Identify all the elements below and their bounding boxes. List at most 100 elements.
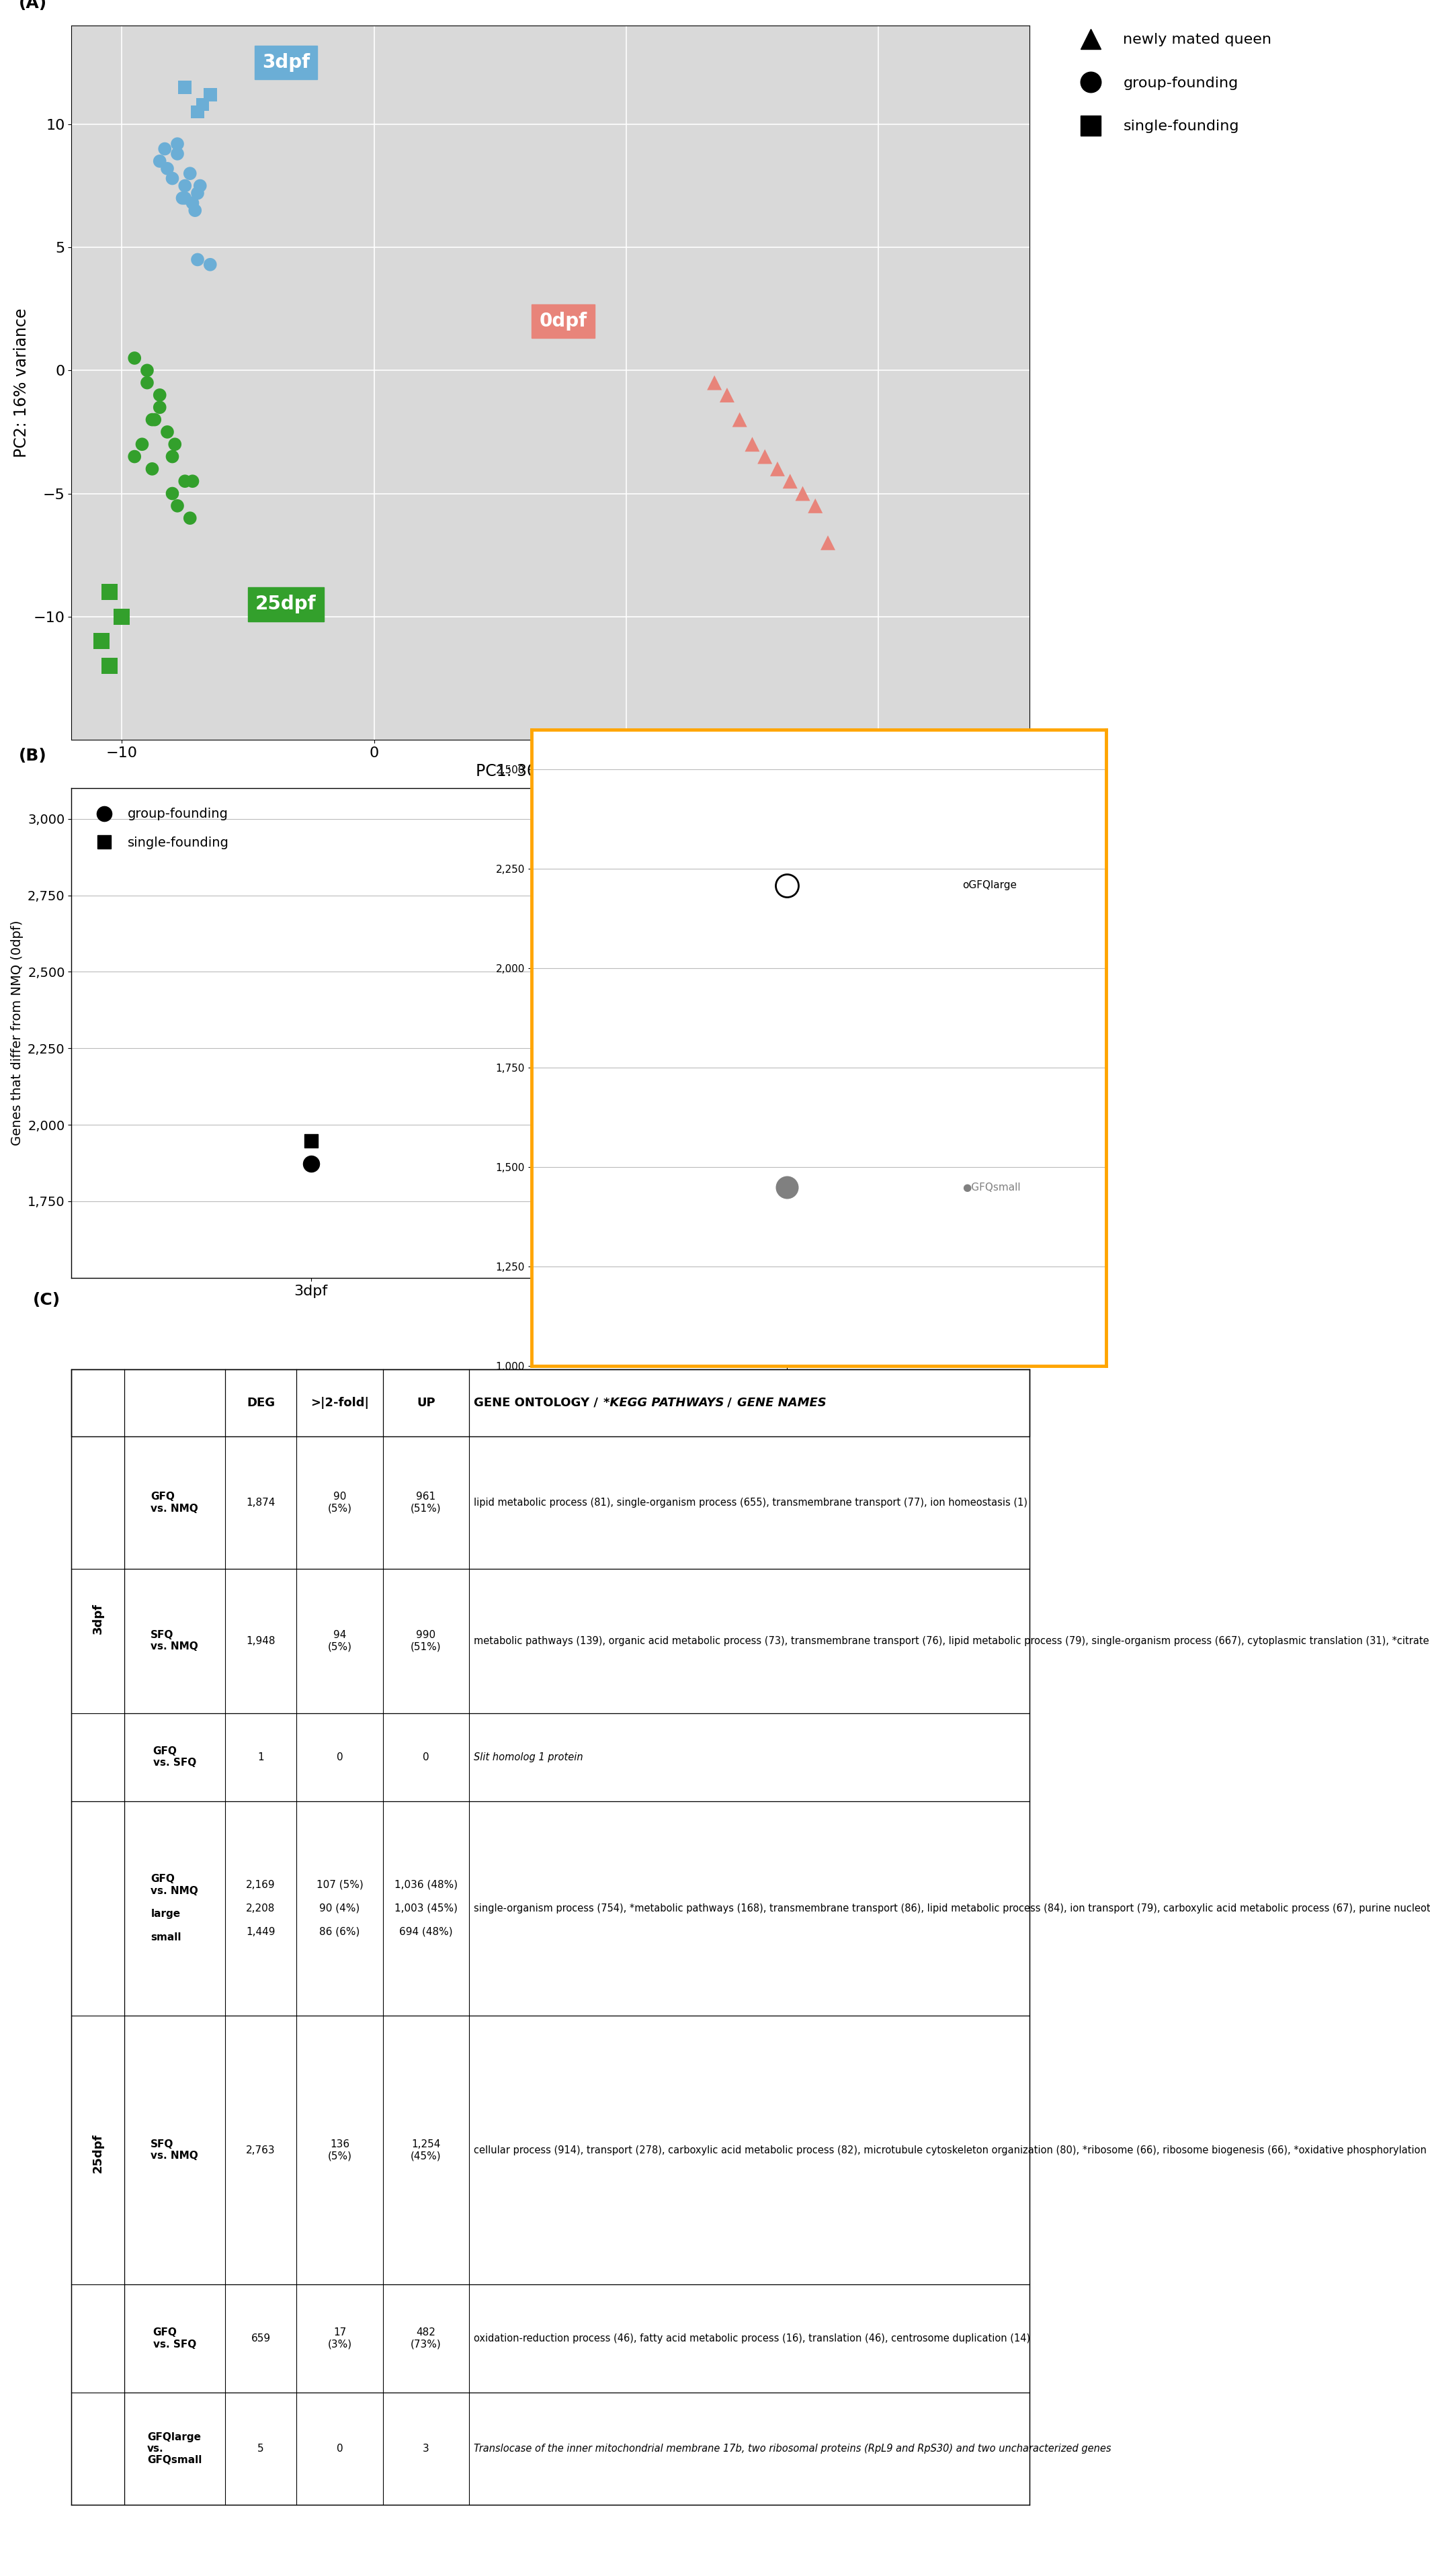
Text: 90
(5%): 90 (5%)	[327, 1492, 352, 1515]
Bar	[124, 1713, 1030, 1801]
Point	[166, 124, 189, 165]
Bar	[72, 1370, 1030, 1437]
Bar	[124, 2393, 1030, 2504]
Bar	[124, 1569, 1030, 1713]
Point	[136, 350, 159, 392]
Point	[766, 448, 789, 489]
Point	[173, 178, 196, 219]
Text: GFQlarge
vs.
GFQsmall: GFQlarge vs. GFQsmall	[147, 2432, 202, 2465]
Point	[156, 412, 179, 453]
Y-axis label: Genes that differ from NMQ (0dpf): Genes that differ from NMQ (0dpf)	[11, 920, 24, 1146]
Bar	[72, 1801, 124, 2504]
Point	[299, 1144, 322, 1185]
Text: 17
(3%): 17 (3%)	[327, 2329, 352, 2349]
Text: 1,948: 1,948	[246, 1636, 276, 1646]
Point	[173, 461, 196, 502]
Point	[778, 871, 801, 912]
Point	[199, 75, 222, 116]
Text: UP: UP	[416, 1396, 435, 1409]
Point	[186, 90, 209, 131]
Point	[715, 374, 738, 415]
Text: 2,169

2,208

1,449: 2,169 2,208 1,449	[246, 1880, 276, 1937]
Legend: newly mated queen, group-founding, single-founding: newly mated queen, group-founding, singl…	[1075, 33, 1271, 134]
Point	[192, 85, 215, 126]
Point	[136, 363, 159, 404]
Text: 0dpf: 0dpf	[539, 312, 588, 330]
Point	[182, 461, 204, 502]
Point	[97, 572, 120, 613]
Text: SFQ
vs. NMQ: SFQ vs. NMQ	[150, 1631, 199, 1651]
Point	[162, 157, 184, 198]
Text: 1: 1	[257, 1752, 265, 1762]
Text: lipid metabolic process (81), single-organism process (655), transmembrane trans: lipid metabolic process (81), single-org…	[473, 1497, 1028, 1507]
Point	[186, 173, 209, 214]
Text: GFQ
vs. SFQ: GFQ vs. SFQ	[153, 1747, 196, 1767]
Point	[166, 134, 189, 175]
Point	[754, 435, 776, 477]
Bar	[124, 1801, 1030, 2014]
Point	[90, 621, 113, 662]
Text: single-organism process (754), *metabolic pathways (168), transmembrane transpor: single-organism process (754), *metaboli…	[473, 1904, 1430, 1914]
Point	[804, 484, 827, 526]
Point	[183, 191, 206, 232]
Text: >|2-fold|: >|2-fold|	[310, 1396, 369, 1409]
Y-axis label: PC2: 16% variance: PC2: 16% variance	[13, 309, 30, 459]
Bar	[124, 2014, 1030, 2285]
Text: 482
(73%): 482 (73%)	[410, 2329, 442, 2349]
Point	[172, 178, 194, 219]
Text: 0: 0	[336, 2445, 343, 2455]
Text: 0: 0	[423, 1752, 429, 1762]
Text: 1,874: 1,874	[246, 1497, 276, 1507]
Text: 5: 5	[257, 2445, 265, 2455]
Text: SFQ
vs. NMQ: SFQ vs. NMQ	[150, 2138, 199, 2161]
Point	[123, 337, 146, 379]
Text: oxidation-reduction process (46), fatty acid metabolic process (16), translation: oxidation-reduction process (46), fatty …	[473, 2334, 1031, 2344]
Text: 3: 3	[423, 2445, 429, 2455]
Bar	[124, 2285, 1030, 2393]
Text: /: /	[724, 1396, 736, 1409]
Point	[162, 435, 184, 477]
Text: GFQ
vs. NMQ: GFQ vs. NMQ	[150, 1492, 199, 1515]
Text: 107 (5%)

90 (4%)

86 (6%): 107 (5%) 90 (4%) 86 (6%)	[316, 1880, 363, 1937]
Point	[140, 448, 163, 489]
Bar	[72, 1437, 124, 1801]
Text: GENE NAMES: GENE NAMES	[738, 1396, 827, 1409]
Text: Slit homolog 1 protein: Slit homolog 1 protein	[473, 1752, 583, 1762]
Text: 659: 659	[250, 2334, 270, 2344]
Point	[173, 67, 196, 108]
Point	[728, 399, 751, 440]
Point	[817, 523, 839, 564]
Point	[791, 474, 814, 515]
Point	[140, 399, 163, 440]
Text: GENE ONTOLOGY /: GENE ONTOLOGY /	[473, 1396, 602, 1409]
Text: (B): (B)	[19, 747, 47, 762]
Text: 25dpf: 25dpf	[256, 595, 316, 613]
Point	[199, 245, 222, 286]
Text: 25dpf: 25dpf	[92, 2133, 104, 2172]
Text: metabolic pathways (139), organic acid metabolic process (73), transmembrane tra: metabolic pathways (139), organic acid m…	[473, 1636, 1430, 1646]
Text: DEG: DEG	[246, 1396, 275, 1409]
Point	[179, 497, 202, 538]
Text: 961
(51%): 961 (51%)	[410, 1492, 442, 1515]
Point	[189, 165, 212, 206]
Point	[182, 183, 204, 224]
Point	[162, 474, 184, 515]
Legend: group-founding, single-founding: group-founding, single-founding	[79, 796, 242, 863]
Text: *KEGG PATHWAYS: *KEGG PATHWAYS	[603, 1396, 724, 1409]
Point	[149, 142, 172, 183]
Point	[778, 461, 801, 502]
Point	[153, 129, 176, 170]
Text: 3dpf: 3dpf	[262, 54, 310, 72]
Point	[166, 484, 189, 526]
Point	[143, 399, 166, 440]
Text: (C): (C)	[33, 1293, 61, 1309]
Point	[149, 386, 172, 428]
Text: 136
(5%): 136 (5%)	[327, 2138, 352, 2161]
Point	[741, 422, 764, 464]
Text: 3dpf: 3dpf	[92, 1602, 104, 1633]
Text: 94
(5%): 94 (5%)	[327, 1631, 352, 1651]
Bar	[124, 1437, 1030, 1569]
Text: 2,763: 2,763	[246, 2146, 276, 2156]
Text: 990
(51%): 990 (51%)	[410, 1631, 442, 1651]
Text: 1,036 (48%)

1,003 (45%)

694 (48%): 1,036 (48%) 1,003 (45%) 694 (48%)	[395, 1880, 458, 1937]
